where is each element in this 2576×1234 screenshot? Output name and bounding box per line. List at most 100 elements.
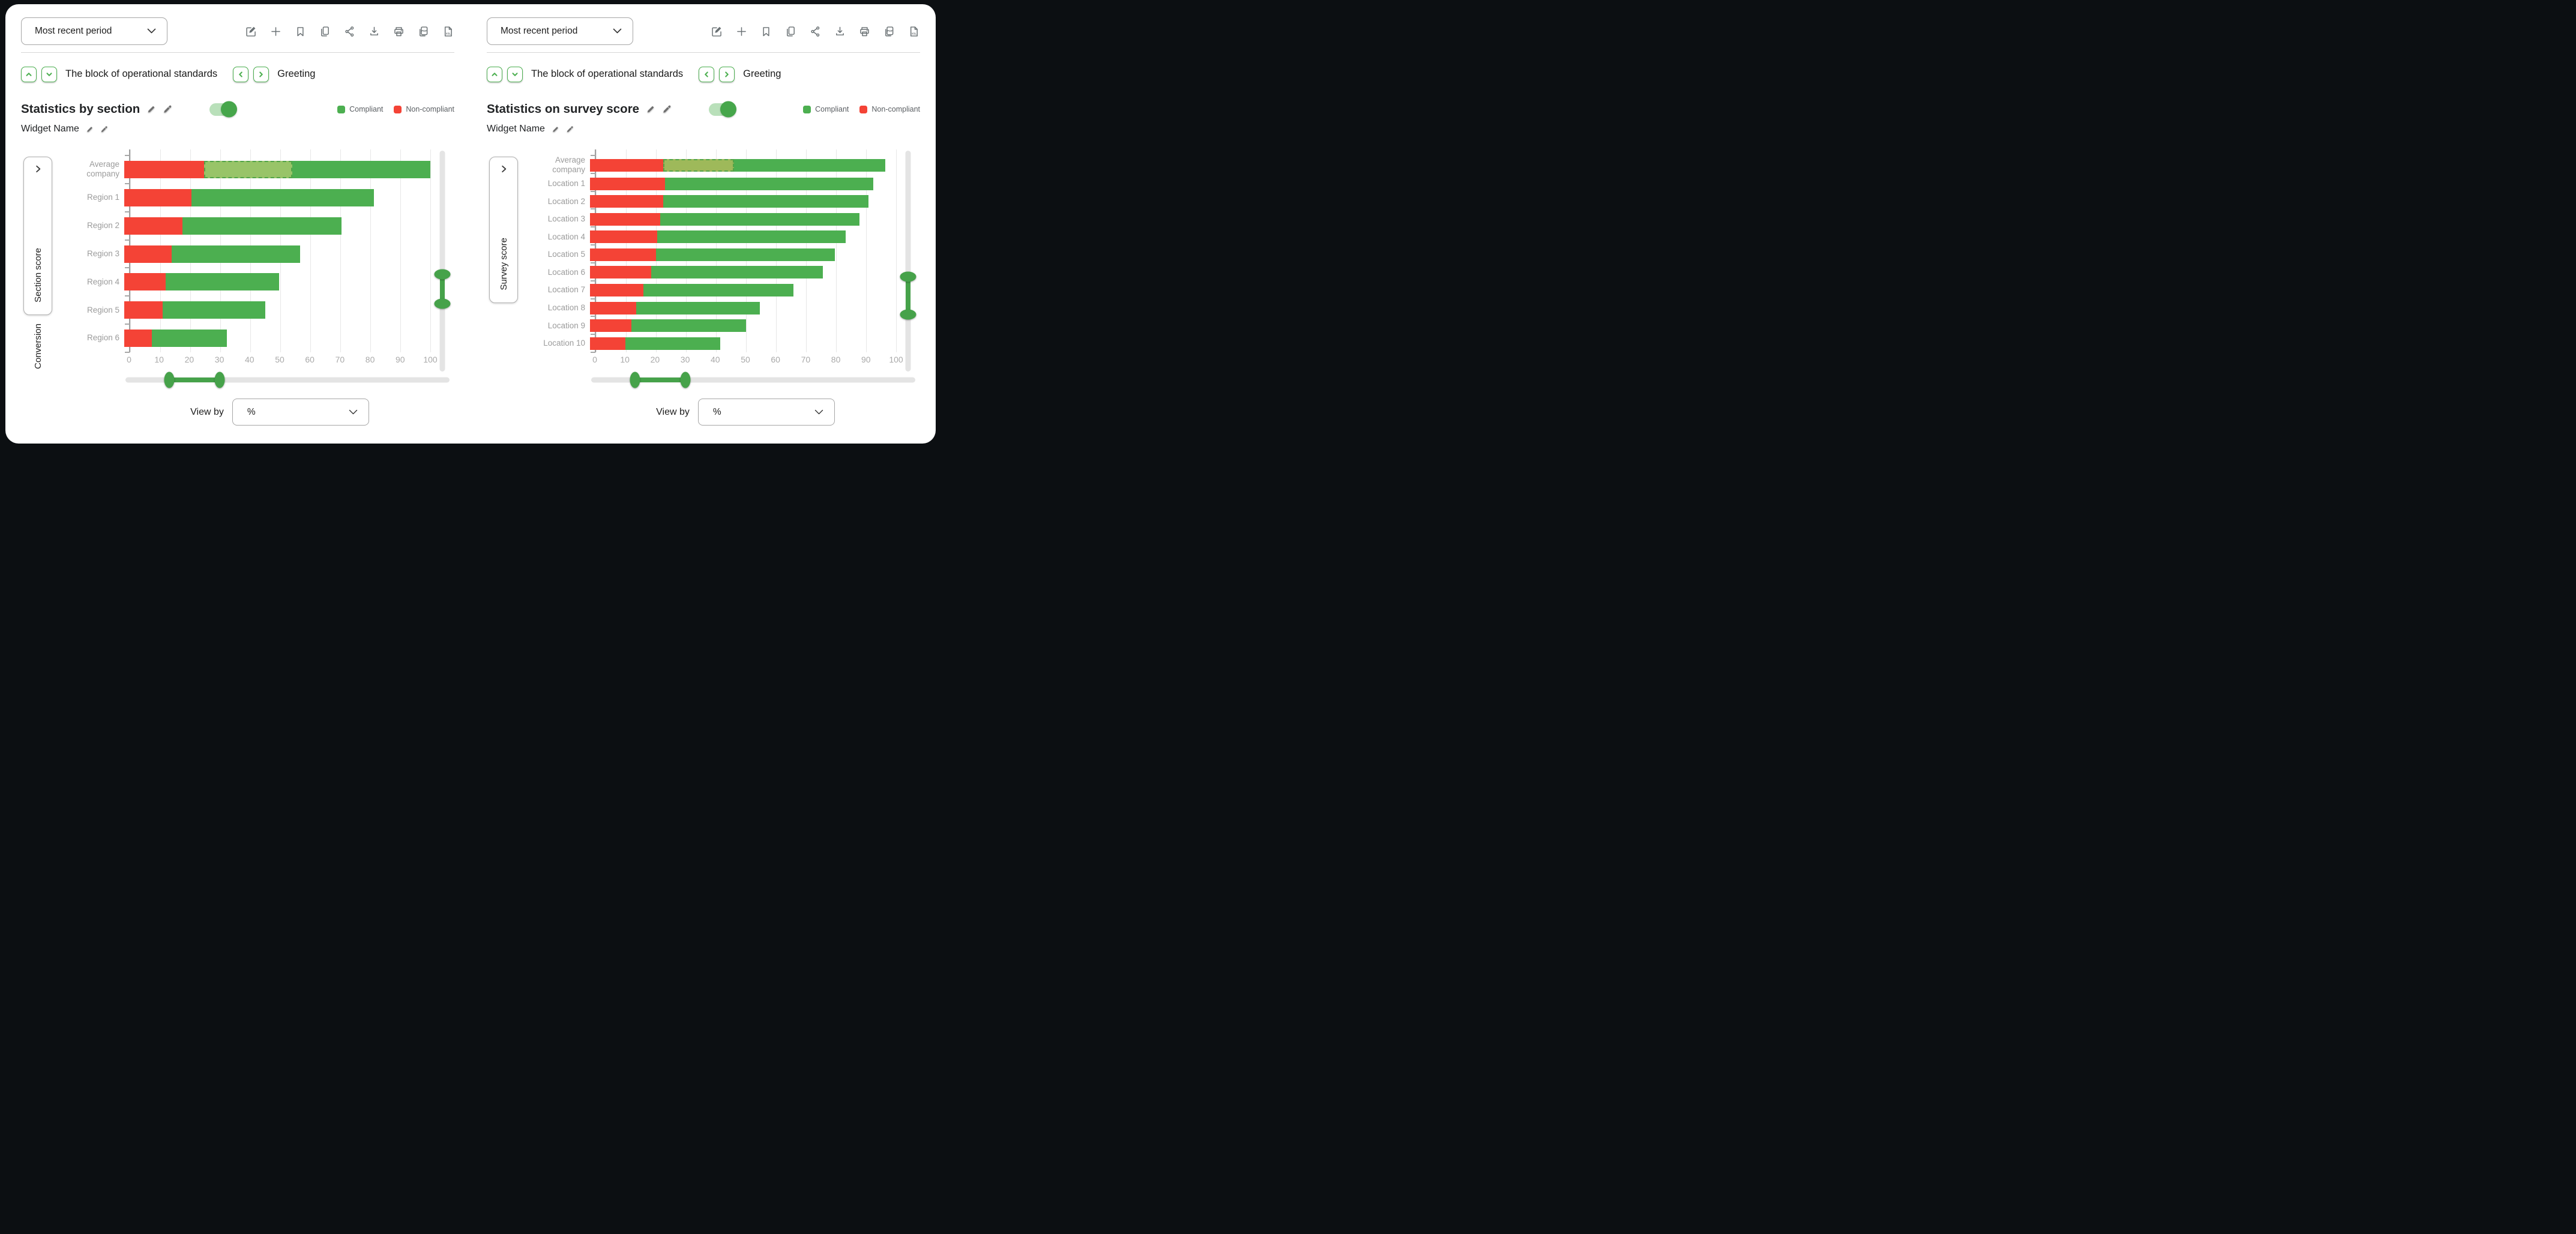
stacked-bar[interactable] [590, 319, 896, 333]
share-icon[interactable] [809, 25, 822, 38]
stacked-bar[interactable] [124, 330, 430, 348]
x-slider-track[interactable] [591, 377, 915, 382]
stacked-bar[interactable] [124, 273, 430, 291]
stacked-bar[interactable] [124, 188, 430, 206]
stacked-bar[interactable] [590, 158, 896, 172]
edit-icon[interactable] [711, 25, 723, 38]
legend-item[interactable]: Compliant [337, 105, 383, 113]
widget-toggle[interactable] [209, 101, 238, 118]
legend-swatch [337, 105, 346, 113]
share-icon[interactable] [343, 25, 356, 38]
print-icon[interactable] [393, 25, 405, 38]
x-axis: 0 10 20 30 40 50 60 70 80 90 100 [592, 355, 903, 367]
y-slider-handle-start[interactable] [900, 271, 916, 282]
y-slider-handle-end[interactable] [900, 309, 916, 320]
x-slider-track[interactable] [125, 377, 450, 382]
highlight-range[interactable] [203, 160, 293, 178]
period-dropdown[interactable]: Most recent period [21, 17, 167, 45]
period-dropdown[interactable]: Most recent period [487, 17, 633, 45]
edit-subtitle-icon[interactable] [86, 125, 94, 133]
view-by-row: View by % [129, 399, 430, 426]
x-slider-handle-end[interactable] [680, 372, 691, 388]
download-icon[interactable] [834, 25, 846, 38]
view-by-dropdown[interactable]: % [232, 399, 369, 426]
x-tick-label: 80 [365, 355, 375, 364]
legend-item[interactable]: Non-compliant [859, 105, 920, 113]
x-range-slider[interactable] [591, 372, 915, 388]
y-slider-handle-end[interactable] [434, 298, 451, 309]
legend-item[interactable]: Non-compliant [394, 105, 454, 113]
copy-icon[interactable] [784, 25, 797, 38]
page-prev-button[interactable] [699, 66, 715, 82]
stacked-bar[interactable] [590, 337, 896, 350]
color-picker-icon[interactable] [100, 125, 108, 133]
stacked-bar[interactable] [590, 266, 896, 279]
add-icon[interactable] [269, 25, 282, 38]
block-down-button[interactable] [41, 66, 57, 82]
x-slider-handle-start[interactable] [630, 372, 640, 388]
block-up-button[interactable] [21, 66, 37, 82]
view-by-dropdown[interactable]: % [697, 399, 835, 426]
side-tab-section-score[interactable]: Section score [23, 157, 52, 315]
edit-title-icon[interactable] [146, 104, 156, 114]
stacked-bar[interactable] [590, 177, 896, 190]
x-slider-range[interactable] [169, 377, 220, 382]
stacked-bar[interactable] [590, 248, 896, 261]
category-label: Region 2 [86, 221, 119, 230]
color-picker-icon[interactable] [662, 104, 672, 114]
y-slider-handle-start[interactable] [434, 269, 451, 280]
block-up-button[interactable] [487, 66, 502, 82]
print-icon[interactable] [858, 25, 871, 38]
y-range-slider[interactable] [896, 149, 920, 373]
x-range-slider[interactable] [125, 372, 450, 388]
edit-subtitle-icon[interactable] [552, 125, 559, 133]
y-slider-track[interactable] [905, 151, 911, 372]
y-slider-range[interactable] [440, 274, 445, 304]
grid-line [430, 149, 431, 352]
stacked-bar[interactable] [124, 160, 430, 178]
bar-segment-compliant [643, 284, 794, 297]
highlight-range[interactable] [663, 158, 734, 172]
stacked-bar[interactable] [590, 301, 896, 315]
y-range-slider[interactable] [430, 149, 454, 373]
stacked-bar[interactable] [124, 217, 430, 235]
add-icon[interactable] [735, 25, 748, 38]
stacked-bar[interactable] [590, 284, 896, 297]
block-down-button[interactable] [507, 66, 523, 82]
bar-chart: Average company Region 1 Region 2 Region 3 R… [55, 149, 431, 353]
edit-title-icon[interactable] [646, 104, 655, 114]
stacked-bar[interactable] [590, 230, 896, 244]
page-prev-button[interactable] [233, 66, 249, 82]
stacked-bar[interactable] [124, 245, 430, 263]
page-next-button[interactable] [719, 66, 735, 82]
bookmark-icon[interactable] [760, 25, 772, 38]
side-tab-survey-score[interactable]: Survey score [489, 157, 518, 303]
pdf-icon[interactable]: PDF [417, 25, 430, 38]
stacked-bar[interactable] [590, 212, 896, 226]
chart-row: Location 4 [520, 228, 896, 246]
edit-icon[interactable] [245, 25, 257, 38]
copy-icon[interactable] [319, 25, 331, 38]
widget-toggle[interactable] [709, 101, 737, 118]
color-picker-icon[interactable] [566, 125, 574, 133]
chart-row: Region 2 [55, 212, 430, 240]
x-slider-handle-start[interactable] [164, 372, 175, 388]
bar-segment-non-compliant [124, 330, 152, 348]
y-slider-track[interactable] [439, 151, 445, 372]
xsl-icon[interactable]: XSL [442, 25, 454, 38]
y-slider-range[interactable] [906, 277, 910, 315]
bookmark-icon[interactable] [294, 25, 307, 38]
chart-area: Survey score Average company Location 1 Lo… [487, 149, 920, 426]
download-icon[interactable] [368, 25, 381, 38]
stacked-bar[interactable] [124, 301, 430, 319]
stacked-bar[interactable] [590, 195, 896, 208]
bar-segment-non-compliant [124, 160, 204, 178]
xsl-icon[interactable]: XSL [907, 25, 920, 38]
axis-tick [591, 316, 595, 318]
page-next-button[interactable] [253, 66, 269, 82]
x-slider-range[interactable] [634, 377, 685, 382]
legend-item[interactable]: Compliant [803, 105, 849, 113]
x-slider-handle-end[interactable] [214, 372, 225, 388]
pdf-icon[interactable]: PDF [883, 25, 895, 38]
color-picker-icon[interactable] [163, 104, 172, 114]
